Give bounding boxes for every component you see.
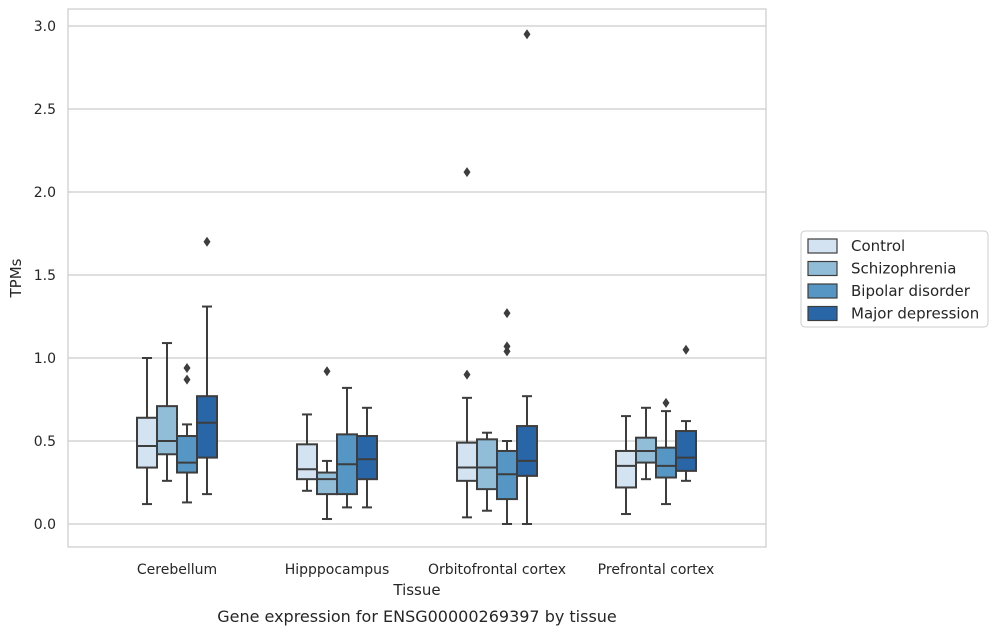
x-axis-title: Tissue <box>392 581 440 599</box>
series-bipolar-disorder <box>176 308 677 525</box>
box-iqr <box>316 471 338 496</box>
box <box>615 415 637 516</box>
box-iqr <box>476 438 498 491</box>
box <box>675 344 697 482</box>
y-tick-label: 2.5 <box>34 102 56 118</box>
outlier-point <box>463 369 471 380</box>
legend-swatch <box>807 238 838 254</box>
series-schizophrenia <box>156 342 657 521</box>
box <box>176 362 198 504</box>
x-tick-label: Hipppocampus <box>285 562 390 578</box>
legend-swatch <box>807 283 838 299</box>
box-iqr <box>456 441 478 482</box>
outlier-point <box>463 167 471 178</box>
box <box>655 397 677 506</box>
box <box>316 366 338 521</box>
outlier-point <box>682 344 690 355</box>
y-axis-title: TPMs <box>7 258 25 298</box>
box <box>496 308 518 525</box>
box <box>296 413 318 492</box>
box <box>476 431 498 512</box>
outlier-point <box>203 236 211 247</box>
legend-swatch <box>807 305 838 322</box>
outlier-point <box>662 397 670 408</box>
legend-swatch <box>807 260 838 277</box>
y-tick-label: 3.0 <box>34 19 56 35</box>
y-tick-label: 1.5 <box>34 268 56 284</box>
box-iqr <box>516 425 538 477</box>
box <box>356 406 378 509</box>
box <box>156 342 178 482</box>
x-tick-label: Orbitofrontal cortex <box>428 562 566 578</box>
box <box>136 357 158 506</box>
series-control <box>136 167 637 519</box>
box-iqr <box>156 405 178 456</box>
box-iqr <box>675 430 697 472</box>
outlier-point <box>323 366 331 377</box>
y-tick-label: 1.0 <box>34 351 56 367</box>
y-tick-label: 2.0 <box>34 185 56 201</box>
outlier-point <box>183 374 191 385</box>
legend-label: Control <box>851 237 905 255</box>
box-iqr <box>296 443 318 481</box>
chart-caption: Gene expression for ENSG00000269397 by t… <box>217 607 617 626</box>
box-iqr <box>176 435 198 474</box>
y-tick-label: 0.0 <box>34 517 56 533</box>
box <box>635 406 657 481</box>
y-tick-label: 0.5 <box>34 434 56 450</box>
box <box>196 236 218 496</box>
x-tick-label: Prefrontal cortex <box>598 562 715 578</box>
series-major-depression <box>196 29 697 525</box>
legend-label: Bipolar disorder <box>851 282 971 300</box>
box-iqr <box>356 435 378 481</box>
x-tick-labels: Cerebellum Hipppocampus Orbitofrontal cort… <box>137 562 714 578</box>
box <box>516 29 538 525</box>
legend: Control Schizophrenia Bipolar disorder Majo… <box>800 230 989 328</box>
legend-frame <box>800 230 989 328</box>
legend-label: Schizophrenia <box>851 260 956 278</box>
box-iqr <box>136 416 158 469</box>
box-groups <box>136 29 697 525</box>
outlier-point <box>503 308 511 319</box>
plot-area-frame <box>67 8 767 548</box>
box-iqr <box>615 449 637 489</box>
box-iqr <box>196 395 218 459</box>
box <box>456 167 478 519</box>
outlier-point <box>183 362 191 373</box>
box <box>336 386 358 509</box>
outlier-point <box>523 29 531 40</box>
legend-label: Major depression <box>851 305 979 323</box>
box-iqr <box>655 446 677 479</box>
outlier-point <box>503 341 511 352</box>
y-tick-labels: 0.0 0.5 1.0 1.5 2.0 2.5 3.0 <box>34 19 56 533</box>
x-tick-label: Cerebellum <box>137 562 217 578</box>
